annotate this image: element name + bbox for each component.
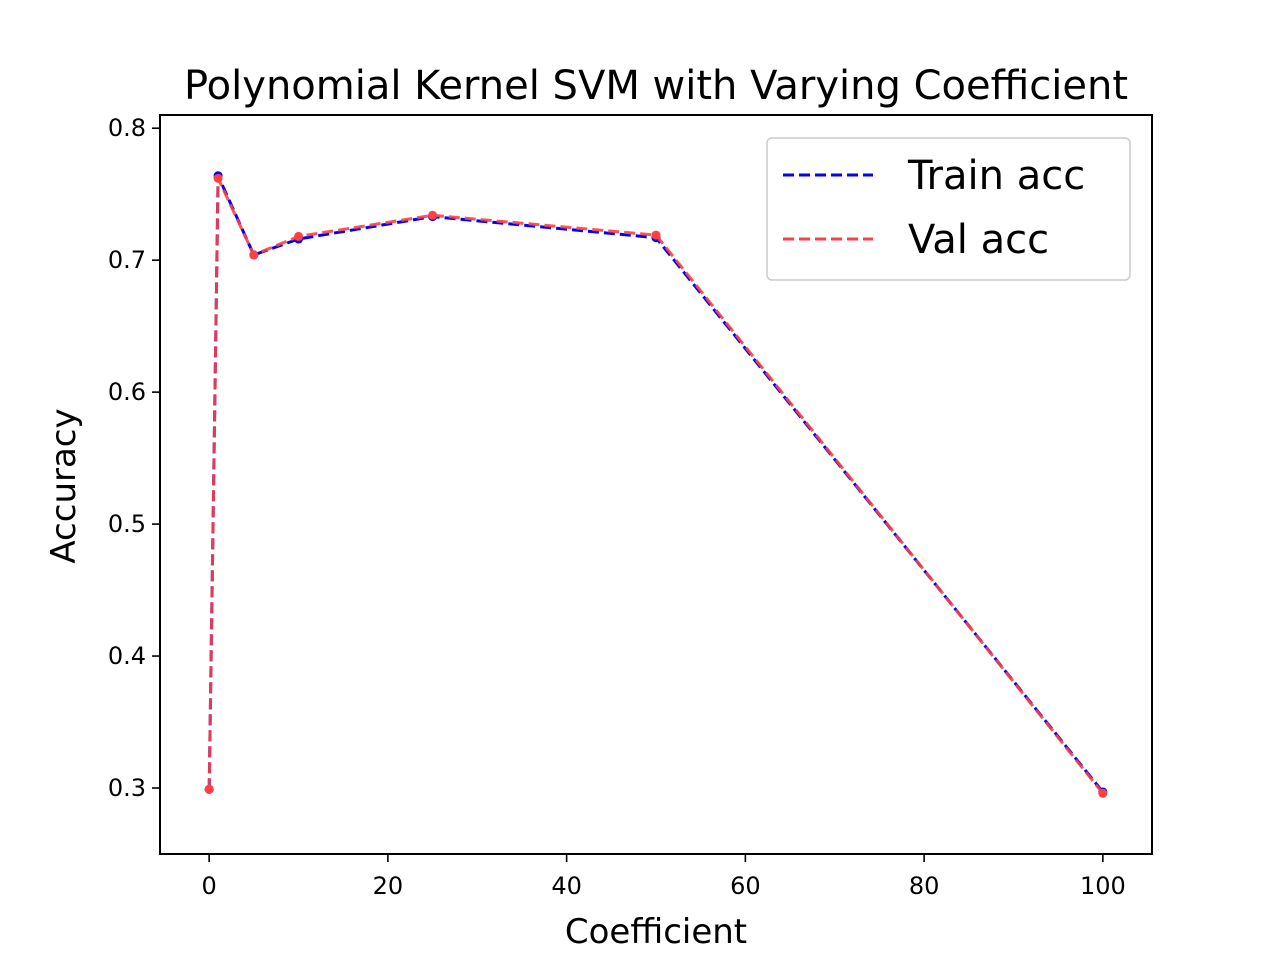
- x-tick-label: 40: [551, 872, 582, 900]
- data-point: [213, 173, 223, 183]
- y-tick-label: 0.5: [108, 510, 146, 538]
- plot-area: [204, 171, 1108, 798]
- data-point: [204, 784, 214, 794]
- x-tick-label: 100: [1080, 872, 1126, 900]
- x-tick-label: 60: [730, 872, 761, 900]
- y-tick-label: 0.6: [108, 378, 146, 406]
- data-point: [651, 230, 661, 240]
- y-axis: 0.3 0.4 0.5 0.6 0.7 0.8: [108, 114, 160, 802]
- data-point: [294, 231, 304, 241]
- x-axis-label: Coefficient: [565, 912, 747, 952]
- y-axis-label: Accuracy: [44, 408, 84, 563]
- x-axis: 0 20 40 60 80 100: [202, 854, 1126, 900]
- x-tick-label: 20: [373, 872, 404, 900]
- chart-title: Polynomial Kernel SVM with Varying Coeff…: [184, 63, 1128, 109]
- axes-frame: [159, 114, 1153, 855]
- y-tick-label: 0.7: [108, 246, 146, 274]
- legend-label-2: Val acc: [908, 217, 1049, 263]
- data-point: [428, 210, 438, 220]
- legend: Train acc Val acc: [766, 137, 1131, 281]
- y-tick-label: 0.4: [108, 642, 146, 670]
- data-point: [249, 250, 259, 260]
- y-tick-label: 0.8: [108, 114, 146, 142]
- y-tick-label: 0.3: [108, 774, 146, 802]
- data-point: [1098, 788, 1108, 798]
- legend-label-1: Train acc: [907, 153, 1085, 199]
- x-tick-label: 80: [909, 872, 940, 900]
- x-tick-label: 0: [202, 872, 217, 900]
